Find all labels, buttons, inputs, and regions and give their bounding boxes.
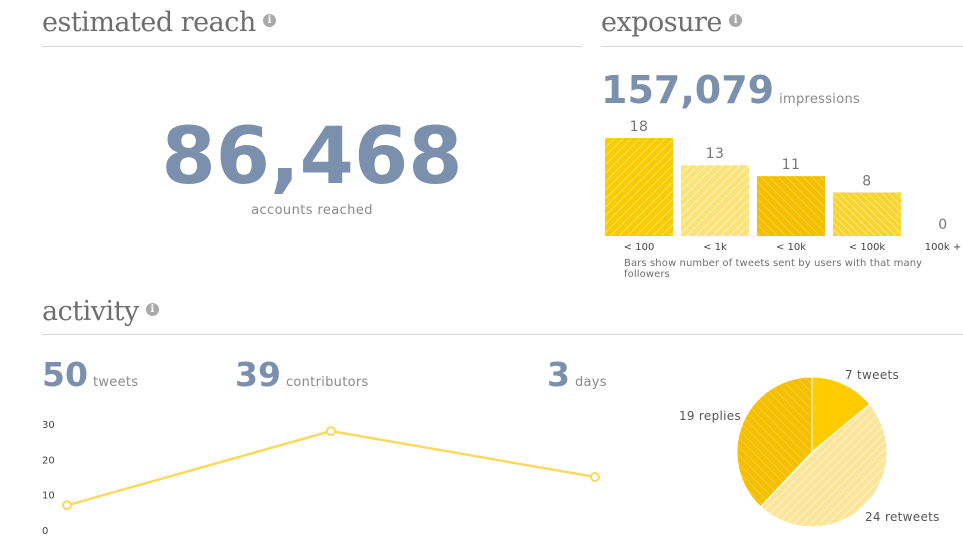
activity-title: activity i — [42, 298, 159, 325]
bar-value-label-2: 11 — [782, 157, 801, 173]
bar-value-label-1: 13 — [706, 146, 725, 162]
impressions-stat: 157,079 impressions — [601, 68, 860, 112]
exposure-divider — [601, 46, 963, 47]
y-tick-label-2: 20 — [42, 455, 55, 466]
bar-category-label-0: < 100 — [624, 242, 655, 253]
y-tick-label-0: 0 — [42, 526, 48, 537]
bar-3[interactable] — [833, 192, 901, 236]
bar-value-label-3: 8 — [862, 173, 871, 189]
contributors-stat: 39 contributors — [235, 355, 369, 394]
bar-category-label-3: < 100k — [849, 242, 886, 253]
activity-point-2[interactable] — [590, 472, 600, 482]
pie-slice-1[interactable] — [759, 403, 888, 528]
days-label: days — [574, 375, 607, 390]
exposure-title: exposure i — [601, 9, 742, 36]
y-tick-label-1: 10 — [42, 491, 55, 502]
pie-label-1: 24 retweets — [865, 510, 940, 524]
tweets-stat: 50 tweets — [42, 355, 138, 394]
activity-line-chart: 0 10 20 30 — [42, 420, 600, 537]
tweet-type-pie-chart: 7 tweets 24 retweets 19 replies — [679, 368, 940, 528]
contributors-value: 39 — [235, 355, 281, 394]
contributors-label: contributors — [285, 375, 369, 390]
pie-slice-2[interactable] — [736, 376, 813, 508]
pie-label-2: 19 replies — [679, 409, 741, 423]
tweets-label: tweets — [92, 375, 139, 390]
pie-label-0: 7 tweets — [845, 368, 899, 382]
exposure-note: Bars show number of tweets sent by users… — [624, 258, 923, 280]
reach-title-text: estimated reach — [42, 7, 256, 38]
bar-category-label-1: < 1k — [703, 242, 727, 253]
y-tick-label-3: 30 — [42, 420, 55, 431]
activity-point-1[interactable] — [326, 426, 336, 437]
bar-1[interactable] — [681, 165, 749, 236]
bar-2[interactable] — [757, 176, 825, 236]
days-stat: 3 days — [547, 355, 607, 394]
impressions-value: 157,079 — [601, 68, 775, 112]
bar-value-label-0: 18 — [630, 119, 649, 135]
exposure-title-text: exposure — [601, 7, 722, 38]
info-icon[interactable]: i — [145, 303, 159, 316]
info-icon[interactable]: i — [262, 14, 276, 27]
info-icon[interactable]: i — [728, 14, 742, 27]
reach-label: accounts reached — [251, 203, 373, 218]
activity-divider — [42, 334, 963, 335]
tweets-value: 50 — [42, 355, 88, 394]
reach-divider — [42, 46, 582, 47]
activity-series-line — [66, 429, 596, 507]
impressions-label: impressions — [779, 92, 861, 107]
reach-value: 86,468 — [161, 112, 463, 202]
bar-category-label-4: 100k + — [925, 242, 961, 253]
bar-category-label-2: < 10k — [776, 242, 806, 253]
bar-0[interactable] — [605, 138, 673, 236]
activity-title-text: activity — [42, 296, 139, 327]
activity-point-0[interactable] — [62, 500, 72, 511]
pie-slice-0[interactable] — [811, 376, 871, 454]
followers-bar-chart: 18 < 100 13 < 1k 11 < 10k 8 < 100k 0 100k + — [605, 119, 961, 253]
reach-title: estimated reach i — [42, 9, 276, 36]
days-value: 3 — [547, 355, 570, 394]
bar-value-label-4: 0 — [938, 217, 947, 233]
